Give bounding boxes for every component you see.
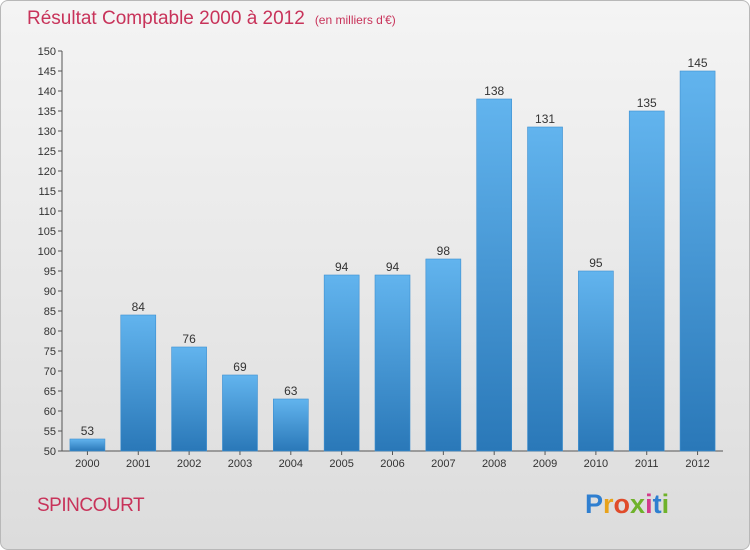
logo-letter: x [630, 489, 646, 519]
bar [425, 258, 462, 452]
y-tick-label: 80 [44, 326, 56, 338]
y-tick-label: 65 [44, 386, 56, 398]
bar [69, 438, 106, 452]
bar [171, 346, 207, 452]
y-tick-label: 55 [44, 426, 56, 438]
logo-letter: i [661, 489, 670, 519]
y-tick-label: 95 [44, 266, 56, 278]
x-tick-label: 2001 [126, 458, 150, 470]
y-tick-label: 100 [38, 246, 56, 258]
logo-letter: t [652, 489, 662, 519]
x-tick-label: 2002 [177, 458, 201, 470]
x-tick-label: 2004 [279, 458, 303, 470]
data-label: 94 [335, 260, 349, 274]
y-tick-label: 120 [38, 166, 56, 178]
y-tick-label: 145 [38, 66, 56, 78]
y-tick-label: 90 [44, 286, 56, 298]
data-label: 135 [637, 96, 657, 110]
data-label: 145 [688, 56, 708, 70]
y-tick-label: 75 [44, 346, 56, 358]
y-tick-label: 115 [38, 186, 56, 198]
data-label: 63 [284, 384, 298, 398]
data-label: 69 [233, 360, 247, 374]
bar [222, 374, 258, 452]
x-tick-label: 2007 [431, 458, 455, 470]
bar [578, 270, 614, 452]
y-tick-label: 50 [44, 446, 56, 458]
y-tick-label: 110 [38, 206, 56, 218]
x-tick-label: 2000 [75, 458, 99, 470]
logo-letter: i [645, 489, 653, 519]
logo-letter: r [603, 489, 614, 519]
commune-name: SPINCOURT [37, 495, 145, 516]
y-tick-label: 140 [38, 86, 56, 98]
bar [476, 98, 512, 452]
y-tick-label: 70 [44, 366, 56, 378]
x-tick-label: 2012 [685, 458, 709, 470]
x-tick-label: 2006 [380, 458, 404, 470]
data-label: 131 [535, 112, 555, 126]
data-label: 95 [589, 256, 603, 270]
x-tick-label: 2010 [584, 458, 608, 470]
bar [527, 126, 563, 452]
chart-title: Résultat Comptable 2000 à 2012 [27, 8, 305, 29]
x-tick-label: 2003 [228, 458, 252, 470]
y-tick-label: 150 [38, 46, 56, 58]
bar [628, 110, 665, 452]
x-tick-label: 2011 [635, 458, 659, 470]
bar [679, 70, 716, 452]
data-label: 138 [484, 84, 504, 98]
data-label: 76 [182, 332, 196, 346]
bar [273, 398, 309, 452]
logo-letter: P [585, 489, 604, 519]
x-tick-label: 2005 [329, 458, 353, 470]
bar [374, 274, 411, 452]
data-label: 98 [437, 244, 451, 258]
data-label: 94 [386, 260, 400, 274]
y-tick-label: 105 [38, 226, 56, 238]
y-tick-label: 135 [38, 106, 56, 118]
bar [323, 274, 360, 452]
unit-note: (en milliers d'€) [314, 13, 396, 27]
proxiti-logo: Proxiti [585, 489, 669, 520]
logo-letter: o [613, 489, 631, 519]
bar [120, 314, 157, 452]
y-tick-label: 85 [44, 306, 56, 318]
x-tick-label: 2009 [533, 458, 557, 470]
x-tick-label: 2008 [482, 458, 506, 470]
chart-title-block: Résultat Comptable 2000 à 2012 (en millie… [27, 8, 396, 30]
y-tick-label: 60 [44, 406, 56, 418]
y-tick-label: 125 [38, 146, 56, 158]
y-tick-label: 130 [38, 126, 56, 138]
data-label: 53 [81, 424, 95, 438]
data-label: 84 [132, 300, 146, 314]
